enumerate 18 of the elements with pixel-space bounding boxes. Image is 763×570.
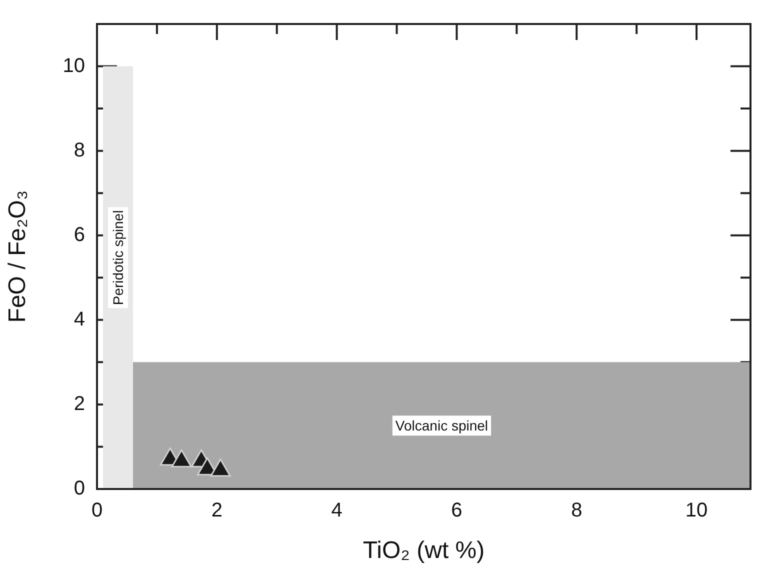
y-tick-label: 2 xyxy=(74,392,85,415)
y-axis-title: FeO / Fe₂O₃ xyxy=(4,190,32,323)
x-tick-label: 10 xyxy=(685,500,708,522)
x-tick-label: 0 xyxy=(91,500,103,522)
x-axis-title: TiO₂ (wt %) xyxy=(362,537,485,564)
point xyxy=(210,458,231,477)
y-tick-label: 0 xyxy=(74,478,85,500)
series-label: Volcanic spinel xyxy=(395,417,488,434)
point xyxy=(171,449,192,468)
x-tick-label: 4 xyxy=(331,500,342,522)
y-tick-label: 6 xyxy=(74,224,85,246)
x-tick-label: 2 xyxy=(211,500,222,522)
x-tick-label: 6 xyxy=(451,500,462,522)
series-label: Peridotic spinel xyxy=(110,210,126,306)
y-tick-label: 4 xyxy=(74,308,85,330)
x-tick-label: 8 xyxy=(571,500,582,522)
y-tick-label: 8 xyxy=(74,139,85,162)
y-tick-label: 10 xyxy=(62,54,85,77)
